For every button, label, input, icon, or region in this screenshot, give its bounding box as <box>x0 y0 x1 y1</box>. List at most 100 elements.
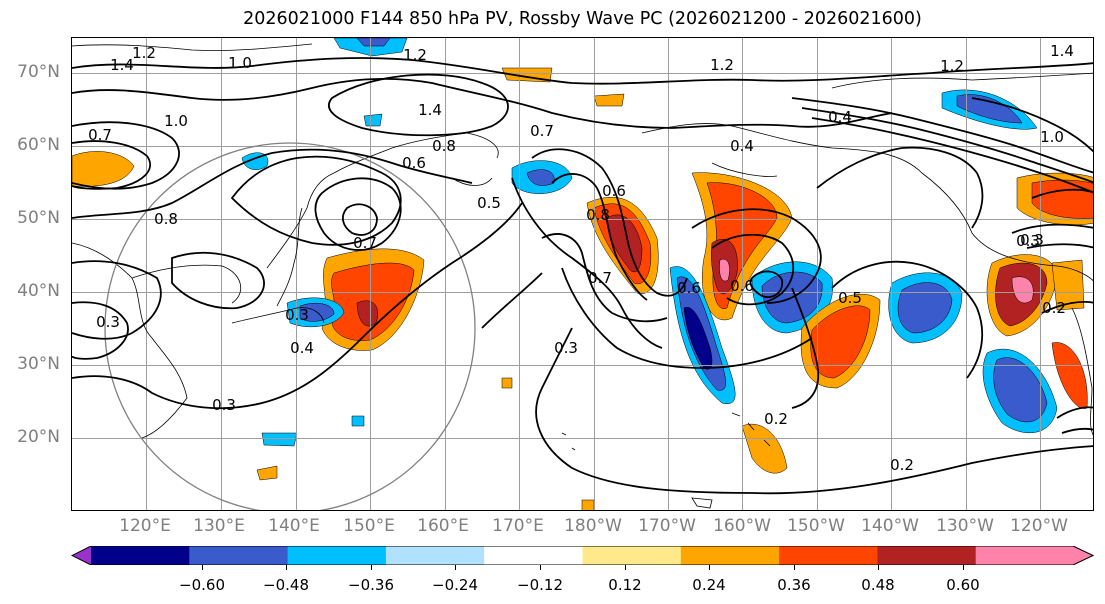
lat-label-20n: 20°N <box>17 427 60 447</box>
anomaly-region <box>351 415 365 427</box>
colorbar-tick-label: 0.12 <box>608 576 642 594</box>
lat-label-40n: 40°N <box>17 281 60 301</box>
contour-label: 0.3 <box>96 313 120 331</box>
colorbar-tickmark <box>540 565 541 570</box>
colorbar-tickmark <box>878 565 879 570</box>
anomaly-region <box>897 282 953 334</box>
contour-label: 0.4 <box>290 339 314 357</box>
lon-label-130e: 130°E <box>193 516 245 536</box>
lon-label-160e: 160°E <box>417 516 469 536</box>
contour-labels: 1.2 1.4 1.0 1.2 1.2 1.2 1.4 1.4 0.7 1.0 … <box>88 42 1074 474</box>
contour-label: 0.3 <box>1020 231 1044 249</box>
anomaly-region <box>261 432 298 447</box>
contour-label: 0.4 <box>828 108 852 126</box>
colorbar-tickmark <box>963 565 964 570</box>
contour-label: 0.5 <box>838 289 862 307</box>
graticule <box>72 38 1093 510</box>
contour-label: 1.0 <box>228 54 252 72</box>
anomaly-region <box>526 169 555 186</box>
anomaly-region <box>683 307 713 370</box>
anomaly-region <box>1011 276 1034 304</box>
contour-label: 0.3 <box>212 396 236 414</box>
contour-label: 0.2 <box>764 410 788 428</box>
lon-label-120e: 120°E <box>119 516 171 536</box>
contour-label: 1.4 <box>1050 42 1074 60</box>
contour-label: 0.7 <box>353 234 377 252</box>
colorbar <box>71 546 1094 565</box>
anomaly-region <box>741 424 788 474</box>
colorbar-tick-label: −0.24 <box>432 576 478 594</box>
colorbar-bin <box>385 546 485 565</box>
colorbar-tick-label: −0.36 <box>348 576 394 594</box>
lat-label-50n: 50°N <box>17 208 60 228</box>
contour-label: 0.6 <box>602 182 626 200</box>
lon-label-160w: 160°W <box>713 516 771 536</box>
anomaly-region <box>1051 342 1088 409</box>
colorbar-tick-label: 0.60 <box>946 576 980 594</box>
lat-label-30n: 30°N <box>17 354 60 374</box>
contour-label: 0.6 <box>402 154 426 172</box>
contour-label: 0.2 <box>1042 299 1066 317</box>
contour-label: 1.2 <box>403 46 427 64</box>
anomaly-region <box>356 300 378 327</box>
contour-label: 1.0 <box>1040 128 1064 146</box>
lon-label-120w: 120°W <box>1010 516 1068 536</box>
lon-label-170w: 170°W <box>638 516 696 536</box>
colorbar-bin <box>779 546 878 565</box>
anomaly-region <box>719 258 730 282</box>
colorbar-bin <box>582 546 682 565</box>
anomaly-region <box>810 305 871 379</box>
contour-label: 0.6 <box>677 279 701 297</box>
anomaly-region <box>956 94 1023 124</box>
colorbar-bin <box>680 546 780 565</box>
colorbar-bin <box>975 546 1075 565</box>
anomaly-region <box>1051 259 1085 311</box>
colorbar-bin <box>877 546 977 565</box>
contour-label: 0.7 <box>88 126 112 144</box>
contour-label: 0.7 <box>588 269 612 287</box>
anomaly-region <box>256 465 278 481</box>
contour-label: 1.0 <box>164 112 188 130</box>
lon-label-140e: 140°E <box>268 516 320 536</box>
colorbar-tick-label: 0.24 <box>692 576 726 594</box>
lon-label-130w: 130°W <box>936 516 994 536</box>
anomaly-region <box>356 38 391 47</box>
colorbar-tickmark <box>455 565 456 570</box>
colorbar-tickmark <box>794 565 795 570</box>
colorbar-tick-label: −0.60 <box>179 576 225 594</box>
contour-label: 1.2 <box>132 44 156 62</box>
colorbar-bin <box>287 546 387 565</box>
colorbar-bin <box>484 546 583 565</box>
anomaly-region <box>993 357 1048 423</box>
colorbar-bin <box>91 546 190 565</box>
colorbar-tickmark <box>625 565 626 570</box>
contour-label: 1.2 <box>940 57 964 75</box>
region-circle <box>104 142 476 510</box>
colorbar-tickmark <box>709 565 710 570</box>
anomaly-region <box>593 93 625 107</box>
anomaly-region <box>72 151 135 187</box>
shaded-anomalies <box>72 38 1093 510</box>
contour-label: 0.4 <box>730 137 754 155</box>
contour-label: 1.4 <box>418 101 442 119</box>
lat-label-60n: 60°N <box>17 135 60 155</box>
contour-label: 0.8 <box>586 206 610 224</box>
contour-label: 0.5 <box>477 194 501 212</box>
colorbar-tickmark <box>371 565 372 570</box>
contour-label: 1.4 <box>110 56 134 74</box>
colorbar-tick-label: −0.48 <box>263 576 309 594</box>
map-panel: 1.2 1.4 1.0 1.2 1.2 1.2 1.4 1.4 0.7 1.0 … <box>71 37 1094 511</box>
lat-label-70n: 70°N <box>17 62 60 82</box>
lon-label-150e: 150°E <box>343 516 395 536</box>
lon-label-170e: 170°E <box>492 516 544 536</box>
anomaly-region <box>581 499 595 510</box>
contour-label: 0.8 <box>432 137 456 155</box>
anomaly-region <box>606 214 643 273</box>
map-canvas: 1.2 1.4 1.0 1.2 1.2 1.2 1.4 1.4 0.7 1.0 … <box>72 38 1093 510</box>
colorbar-bin <box>1074 546 1093 565</box>
colorbar-tickmark <box>286 565 287 570</box>
pv-contours <box>72 57 1093 495</box>
colorbar-bin <box>189 546 289 565</box>
colorbar-tick-label: 0.48 <box>861 576 895 594</box>
contour-label: 0.7 <box>530 122 554 140</box>
